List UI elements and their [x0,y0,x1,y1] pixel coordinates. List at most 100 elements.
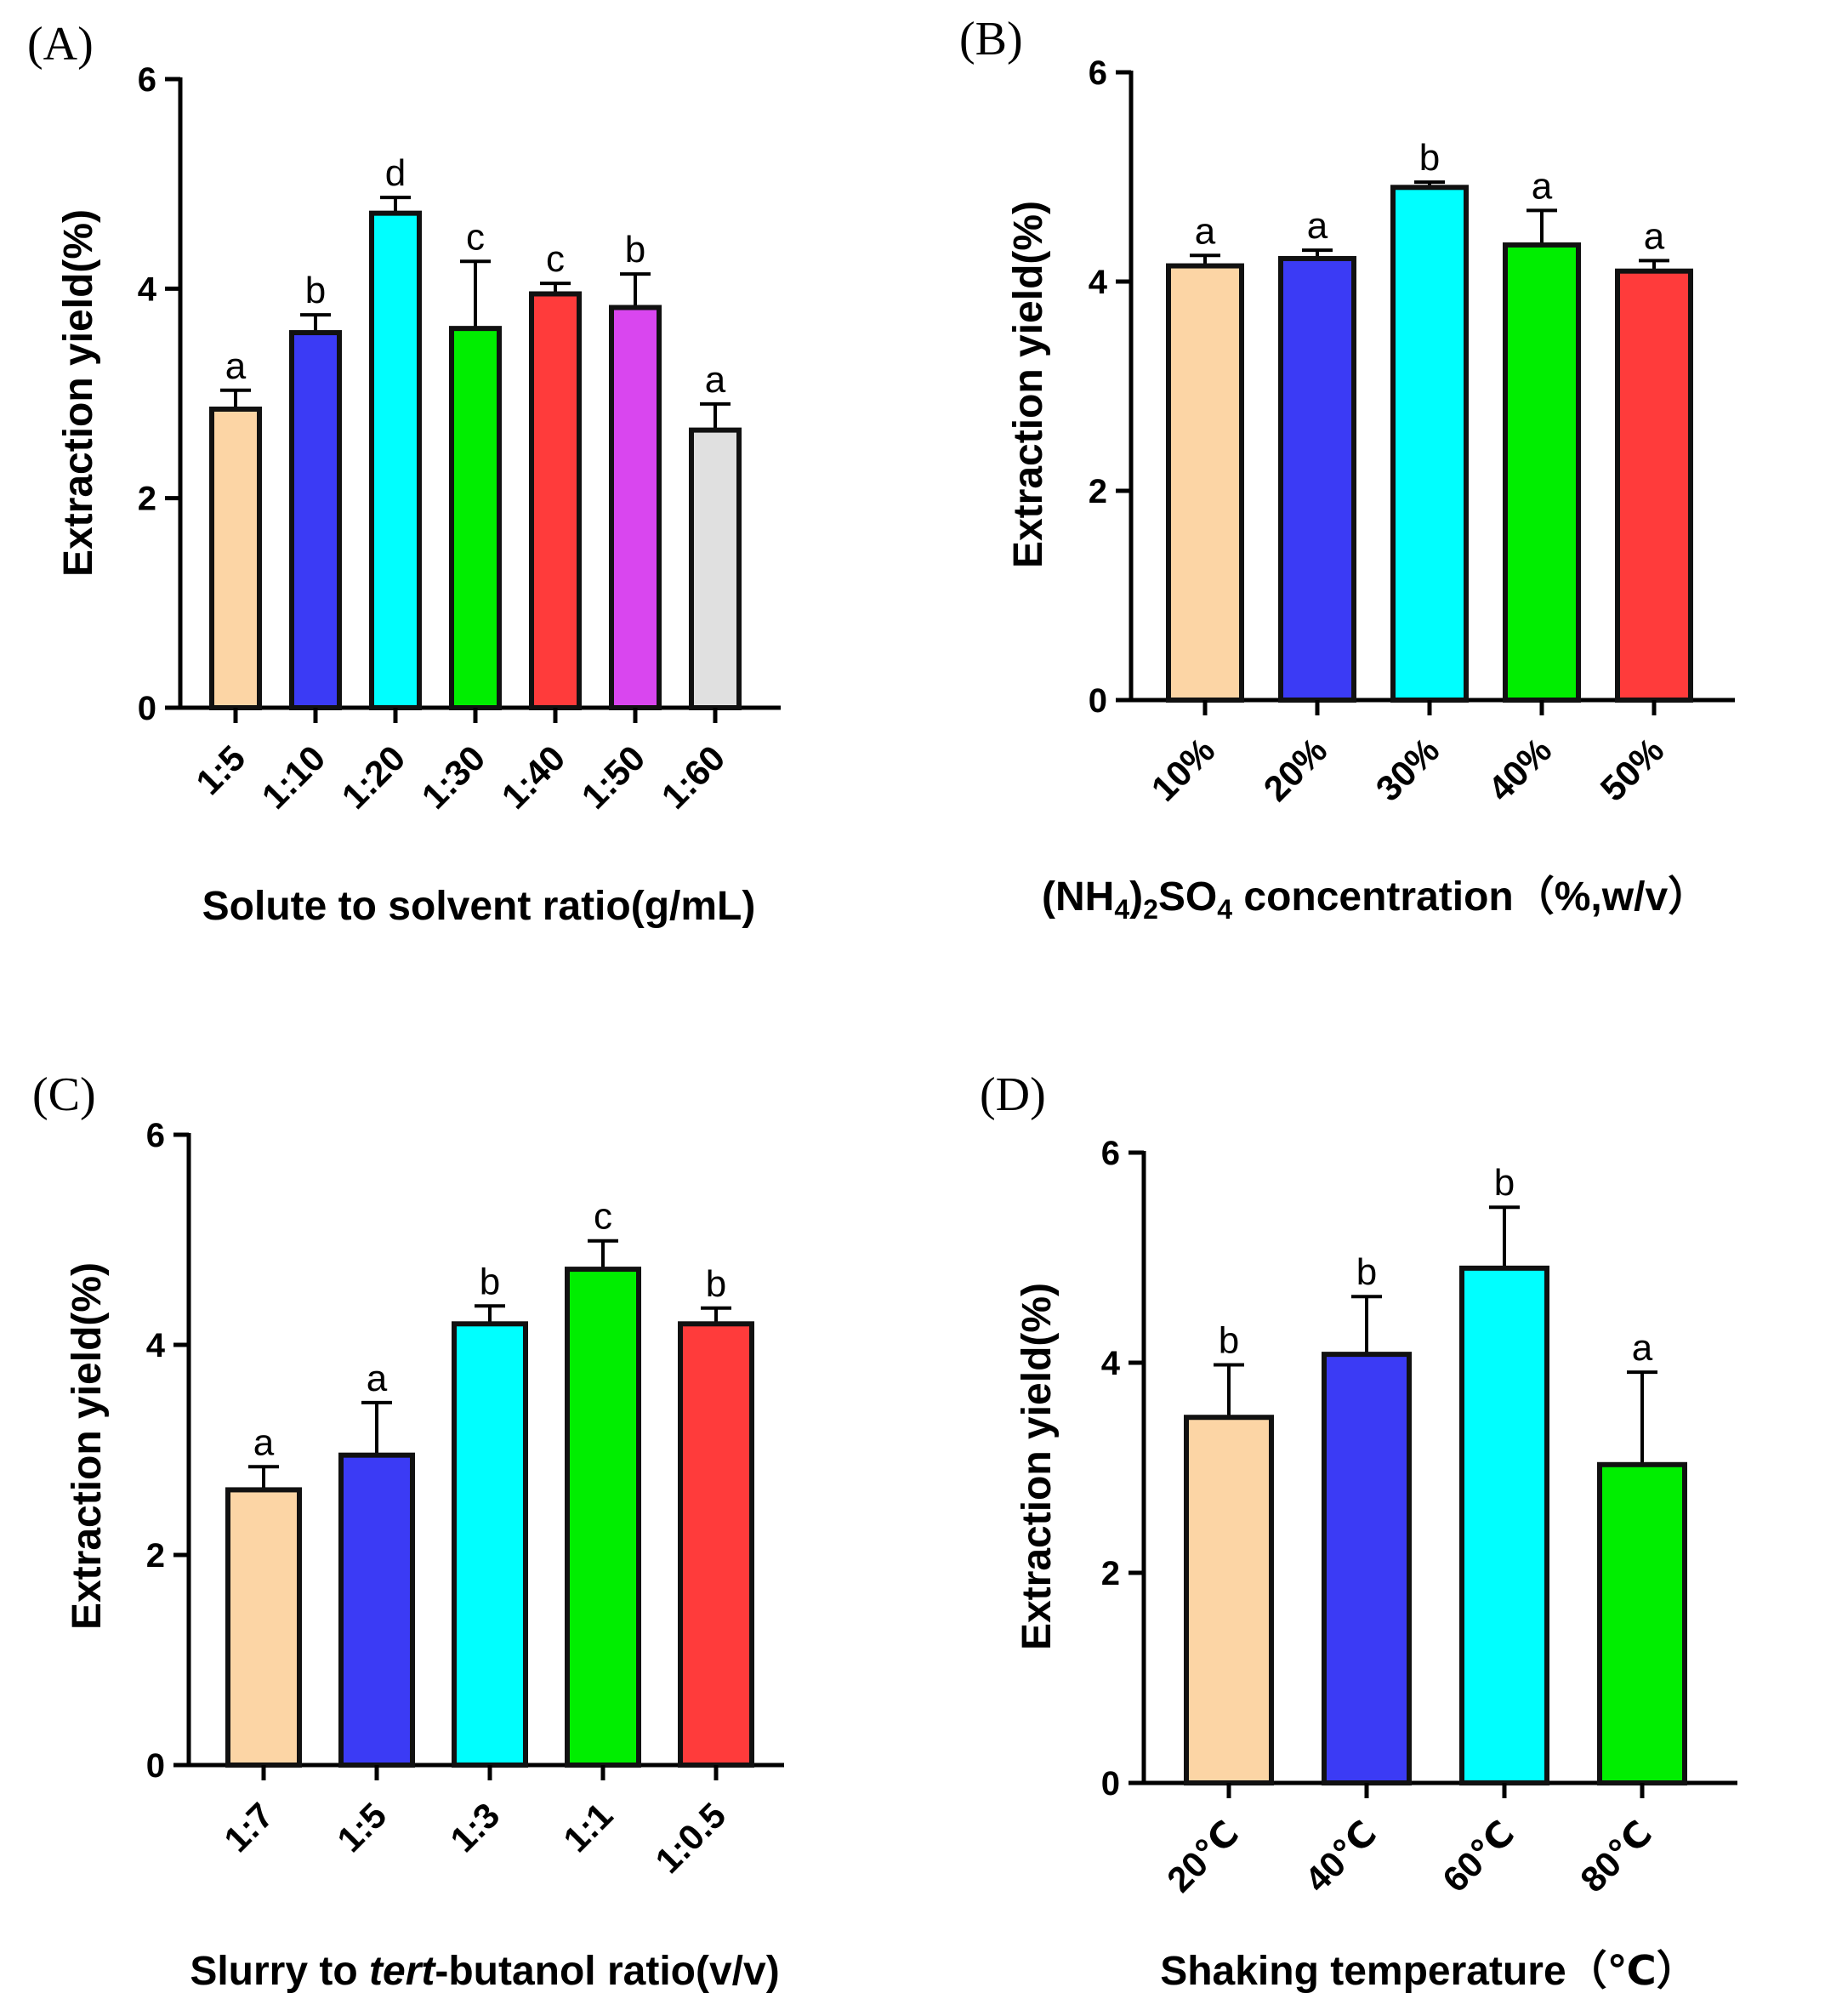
panel-b-bar [1615,268,1693,703]
panel-a-ytick-label: 0 [138,690,156,727]
panel-a-bar [289,330,342,710]
panel-c-xlabel-pre: Slurry to [190,1949,369,1994]
panel-b-xtick-label: 20% [1256,730,1335,809]
panel-b-significance-label: b [1419,137,1440,179]
panel-d-bar [1459,1265,1549,1785]
panel-b-significance-label: a [1307,205,1328,247]
panel-d-xlabel: Shaking temperature（℃） [1160,1949,1697,1994]
panel-d-significance-label: b [1356,1251,1377,1293]
panel-a-significance-label: c [466,216,485,258]
panel-a-ylabel: Extraction yield(%) [56,209,101,577]
panel-c-significance-label: a [367,1358,388,1399]
panel-d-xtick-label: 20℃ [1159,1813,1246,1899]
panel-b-bar [1278,255,1356,703]
panel-a-bar [689,427,742,710]
panel-c-bar [678,1321,754,1768]
panel-b-ytick-label: 2 [1089,473,1107,510]
panel-d-xtick-label: 80℃ [1572,1813,1659,1899]
panel-a-xlabel: Solute to solvent ratio(g/mL) [202,884,756,929]
panel-d-ytick-label: 6 [1101,1135,1120,1172]
panel-a: (A) Extraction yield(%) Solute to solven… [27,18,781,929]
panel-c-significance-label: b [480,1261,500,1302]
panel-b-bar [1503,242,1581,703]
panel-a-significance-label: c [546,238,565,280]
panel-d-letter: (D) [980,1068,1046,1121]
panel-b-ytick-label: 4 [1089,264,1108,301]
panel-c-xtick-label: 1:3 [442,1795,507,1859]
panel-a-significance-label: a [225,345,247,387]
panel-c-ytick-label: 0 [146,1747,165,1785]
panel-b-xtick-label: 10% [1144,730,1223,809]
panel-a-significance-label: d [385,152,406,194]
panel-b-ytick-label: 6 [1089,54,1107,92]
panel-a-bar [529,291,582,710]
panel-a-bar [449,326,502,710]
panel-b-xlabel-mid2: SO [1158,874,1217,920]
panel-c-bar [565,1267,641,1768]
panel-c-xlabel: Slurry to tert-butanol ratio(v/v) [190,1949,779,1994]
panel-c-xlabel-post: -butanol ratio(v/v) [435,1949,779,1994]
panel-b-xtick-label: 30% [1368,730,1447,809]
panel-b-xlabel-pre: (NH [1042,874,1114,920]
panel-a-bar [609,305,662,710]
panel-d-significance-label: b [1219,1319,1239,1361]
panel-c-xlabel-italic: tert [369,1949,436,1994]
panel-b-letter: (B) [959,13,1023,65]
panel-a-xtick-label: 1:30 [414,737,493,817]
panel-c-significance-label: b [706,1263,726,1305]
panel-a-xtick-label: 1:5 [188,737,253,802]
panel-b-xlabel: (NH4)2SO4 concentration（%,w/v） [1042,874,1708,925]
panel-b-significance-label: a [1195,210,1216,252]
panel-c-bar [338,1452,415,1768]
panel-c-ytick-label: 2 [146,1537,165,1575]
panel-d-plot: 0 2 4 6 b 20℃ b 40℃ b 60℃ a 80℃ [1101,1135,1737,1899]
panel-a-bar [209,406,262,710]
panel-b-bar [1166,263,1244,703]
panel-b: (B) Extraction yield(%) (NH4)2SO4 concen… [959,13,1735,925]
panel-c-xtick-label: 1:7 [216,1795,281,1859]
panel-b-significance-label: a [1644,215,1665,257]
panel-a-xtick-label: 1:20 [334,737,413,817]
panel-c-bar [225,1487,302,1768]
panel-b-xlabel-sub3: 4 [1217,894,1232,925]
panel-d-bar [1597,1461,1687,1786]
panel-a-xtick-label: 1:10 [254,737,333,817]
panel-c-xtick-label: 1:1 [555,1795,620,1859]
panel-c-ylabel: Extraction yield(%) [65,1262,110,1630]
panel-d-significance-label: b [1494,1162,1515,1204]
panel-b-xlabel-sub2: 2 [1143,894,1158,925]
panel-b-xlabel-sub1: 4 [1114,894,1129,925]
panel-c-xtick-label: 1:0.5 [647,1795,733,1881]
panel-d: (D) Extraction yield(%) Shaking temperat… [980,1068,1737,1994]
panel-d-ytick-label: 4 [1101,1345,1121,1382]
panel-a-xtick-label: 1:40 [494,737,573,817]
panel-d-ytick-label: 0 [1101,1765,1120,1802]
panel-a-xtick-label: 1:50 [574,737,653,817]
panel-a-plot: 0 2 4 6 a 1:5 b 1:10 d 1:20 c 1:30 c 1:40 b 1:50 a 1:60 [138,61,781,817]
panel-d-bar [1322,1352,1412,1785]
panel-c-xtick-label: 1:5 [329,1795,394,1859]
panel-d-significance-label: a [1632,1327,1653,1369]
panel-b-xtick-label: 50% [1593,730,1672,809]
panel-c-bar [452,1321,528,1768]
panel-d-xtick-label: 60℃ [1435,1813,1521,1899]
panel-c-letter: (C) [32,1068,96,1121]
panel-b-xlabel-post: concentration（%,w/v） [1232,874,1708,920]
panel-b-ytick-label: 0 [1089,682,1107,720]
panel-a-significance-label: b [625,229,645,271]
panel-c-ytick-label: 6 [146,1117,165,1154]
panel-a-ytick-label: 2 [138,481,156,518]
panel-a-bar [369,210,422,711]
panel-d-bar [1184,1415,1274,1785]
panel-b-plot: 0 2 4 6 a 10% a 20% b 30% a 40% a 50% [1089,54,1735,809]
panel-c-plot: 0 2 4 6 a 1:7 a 1:5 b 1:3 c 1:1 b 1:0.5 [146,1117,784,1881]
panel-b-xtick-label: 40% [1481,730,1560,809]
panel-c: (C) Extraction yield(%) Slurry to tert-b… [32,1068,784,1994]
panel-b-ylabel: Extraction yield(%) [1006,201,1051,568]
panel-b-xlabel-mid: ) [1129,874,1143,920]
panel-c-significance-label: a [253,1421,275,1463]
panel-d-ylabel: Extraction yield(%) [1015,1283,1060,1650]
panel-c-significance-label: c [594,1196,612,1238]
panel-a-xtick-label: 1:60 [654,737,733,817]
